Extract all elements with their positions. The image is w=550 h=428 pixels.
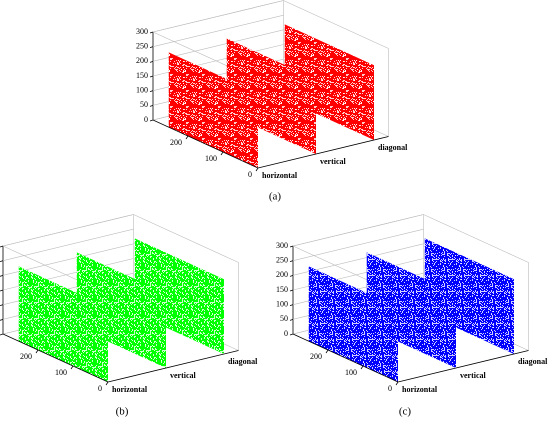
z-tick-label: 50 [280,314,288,323]
category-label: horizontal [402,385,438,394]
y-tick-label: 0 [248,170,252,179]
z-tick [0,274,4,277]
scatter-plane [134,238,224,354]
grid-line [2,214,134,247]
category-label: vertical [170,371,197,380]
box-edge [283,0,389,49]
z-tick-label: 100 [136,85,148,94]
z-tick [149,104,154,107]
z-tick [0,304,4,307]
category-label: horizontal [262,171,298,180]
scatter-plane [226,38,316,154]
y-tick [70,365,74,370]
y-tick-label: 200 [310,352,322,361]
z-tick-label: 100 [276,299,288,308]
y-axis [292,333,399,383]
z-tick [289,274,294,277]
scatter-plane [18,266,108,382]
z-tick [149,75,154,78]
y-tick-label: 0 [388,384,392,393]
z-tick-label: 150 [136,71,148,80]
z-tick [0,333,4,336]
z-tick [289,333,294,336]
scatter-plane [308,266,398,382]
grid-line [2,228,134,261]
z-tick [0,289,4,292]
z-tick [289,304,294,307]
panel-label: (c) [399,406,412,418]
z-tick [0,245,4,248]
y-tick-label: 200 [170,138,182,147]
y-tick [360,365,364,370]
z-tick [289,289,294,292]
z-tick-label: 0 [284,329,288,338]
y-tick [325,349,329,354]
y-tick [185,135,189,140]
z-tick-label: 0 [144,115,148,124]
y-tick-label: 100 [205,154,217,163]
z-tick [149,31,154,34]
z-tick [149,60,154,63]
category-axis [257,136,389,169]
z-tick-label: 200 [136,56,148,65]
scatter-plane [76,252,166,368]
z-tick-label: 150 [276,285,288,294]
z-tick-label: 300 [276,241,288,250]
z-tick-label: 300 [136,27,148,36]
z-tick-label: 250 [136,41,148,50]
z-tick [149,119,154,122]
grid-line [292,214,424,247]
y-tick-label: 0 [98,384,102,393]
z-tick [149,46,154,49]
category-label: vertical [460,371,487,380]
y-tick [35,349,39,354]
box-edge [423,214,529,263]
category-axis [107,350,239,383]
y-tick [395,381,399,386]
z-tick-label: 50 [140,100,148,109]
y-tick [105,381,109,386]
z-tick [0,318,4,321]
grid-line [152,0,284,33]
category-label: diagonal [378,143,408,152]
category-label: horizontal [112,385,148,394]
z-tick [289,245,294,248]
y-tick [220,151,224,156]
y-tick-label: 200 [20,352,32,361]
z-tick-label: 250 [276,255,288,264]
grid-line [152,14,284,47]
scatter-plane [168,52,258,168]
grid-line [292,228,424,261]
scatter-plane [284,24,374,140]
category-axis [397,350,529,383]
z-tick [149,90,154,93]
scatter-plane [366,252,456,368]
z-tick [289,318,294,321]
y-axis [152,119,259,169]
y-axis [2,333,109,383]
scatter-plane [424,238,514,354]
panel-label: (a) [269,191,282,203]
y-tick [255,167,259,172]
category-label: vertical [320,157,347,166]
z-tick [0,260,4,263]
y-tick-label: 100 [55,368,67,377]
z-tick [289,260,294,263]
category-label: diagonal [228,357,258,366]
category-label: diagonal [518,357,548,366]
y-tick-label: 100 [345,368,357,377]
box-edge [133,214,239,263]
z-tick-label: 200 [276,270,288,279]
panel-label: (b) [116,406,129,418]
